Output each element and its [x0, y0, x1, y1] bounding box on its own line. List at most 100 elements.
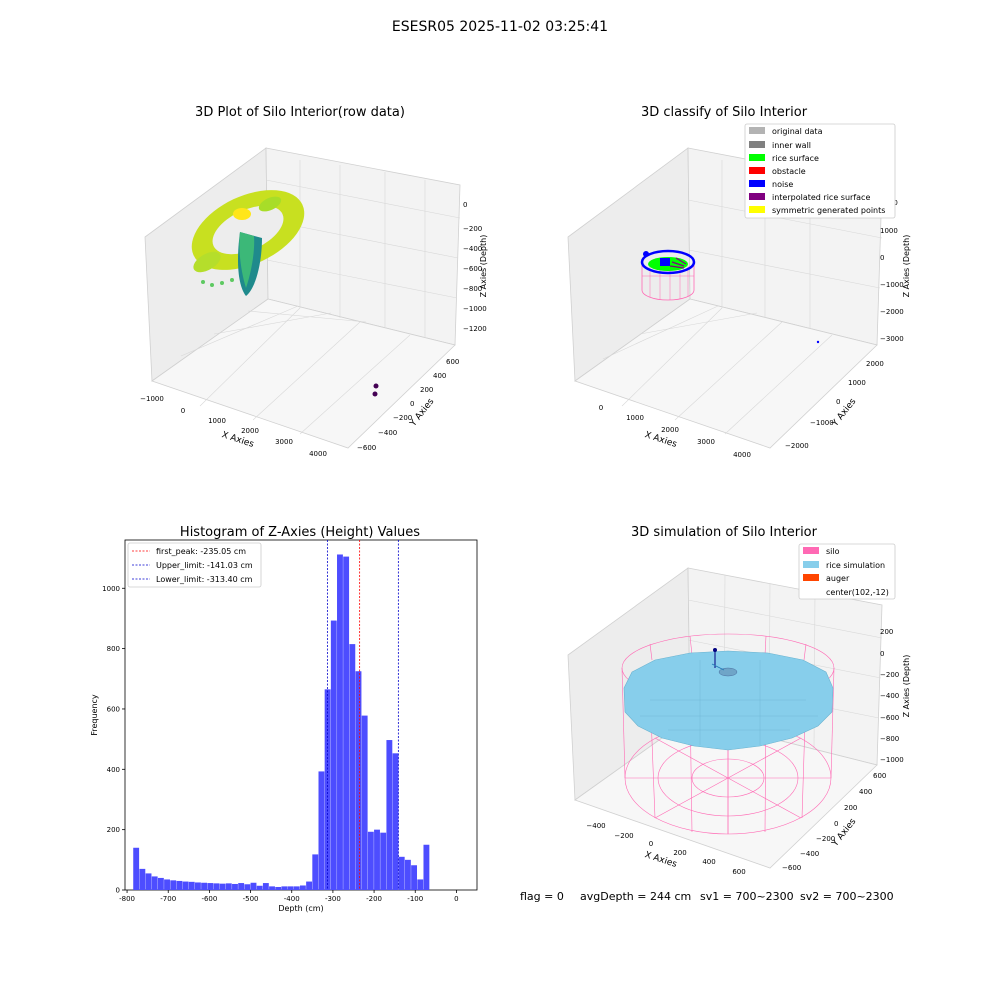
histogram-bar [157, 877, 164, 890]
histogram-x-ticks: -800 -700 -600 -500 -400 -300 -200 -100 0 [119, 890, 459, 903]
legend-label: symmetric generated points [772, 206, 885, 215]
panel-raw-data: 3D Plot of Silo Interior(row data) [140, 105, 488, 458]
histogram-bar [404, 859, 411, 890]
panel-raw-data-title: 3D Plot of Silo Interior(row data) [195, 105, 405, 120]
simulation-x-tick-label: 0 [649, 840, 653, 848]
legend-swatch [803, 561, 819, 568]
histogram-x-tick-label: -600 [201, 895, 217, 903]
histogram-bar [170, 880, 177, 890]
histogram-bar [151, 876, 158, 890]
histogram-bar [312, 854, 319, 890]
raw-y-tick-label: −600 [357, 444, 376, 452]
panel-classify-title: 3D classify of Silo Interior [641, 105, 808, 120]
legend-label: rice simulation [826, 561, 885, 570]
legend-label: silo [826, 547, 840, 556]
histogram-x-tick-label: -700 [160, 895, 176, 903]
simulation-z-axis-label: Z Axies (Depth) [902, 655, 911, 718]
histogram-bar [139, 868, 146, 890]
simulation-legend: silo rice simulation auger center(102,-1… [798, 543, 896, 600]
simulation-z-tick-label: −1000 [880, 756, 904, 764]
classify-y-tick-label: 2000 [866, 360, 884, 368]
histogram-x-tick-label: -400 [284, 895, 300, 903]
legend-label: interpolated rice surface [772, 193, 870, 202]
histogram-x-tick-label: 0 [454, 895, 458, 903]
raw-y-tick-label: 400 [433, 372, 446, 380]
histogram-y-ticks: 0 200 400 600 800 1000 [102, 585, 125, 895]
legend-label: Lower_limit: -313.40 cm [156, 575, 253, 584]
simulation-x-tick-label: −200 [614, 832, 633, 840]
histogram-x-axis-label: Depth (cm) [278, 904, 323, 913]
classify-z-tick-label: 1000 [880, 227, 898, 235]
classify-x-ticks: 0 1000 2000 3000 4000 [599, 404, 751, 459]
status-sv2: sv2 = 700~2300 [800, 890, 894, 903]
histogram-y-tick-label: 0 [116, 887, 120, 895]
panel-classify: 3D classify of Silo Interior [567, 105, 911, 459]
histogram-bar [238, 883, 245, 890]
histogram-bar [256, 885, 263, 890]
status-flag: flag = 0 [520, 890, 564, 903]
histogram-title: Histogram of Z-Axies (Height) Values [180, 525, 420, 540]
raw-z-tick-label: −800 [463, 285, 482, 293]
raw-z-ticks: 0 −200 −400 −600 −800 −1000 −1200 [463, 201, 487, 333]
classify-x-tick-label: 4000 [733, 451, 751, 459]
histogram-bar [244, 884, 251, 890]
raw-outliers [372, 383, 379, 397]
histogram-bar [349, 644, 356, 890]
classify-y-tick-label: 1000 [848, 379, 866, 387]
legend-swatch [749, 193, 765, 200]
raw-z-tick-label: −200 [463, 225, 482, 233]
classify-z-tick-label: −1000 [880, 281, 904, 289]
legend-swatch [749, 154, 765, 161]
histogram-legend: first_peak: -235.05 cm Upper_limit: -141… [127, 542, 262, 588]
status-line: flag = 0 avgDepth = 244 cm sv1 = 700~230… [520, 890, 894, 903]
histogram-bar [145, 873, 152, 890]
histogram-bar [164, 879, 170, 890]
simulation-z-tick-label: 200 [880, 628, 893, 636]
legend-label: center(102,-12) [826, 588, 889, 597]
histogram-y-tick-label: 800 [107, 645, 120, 653]
simulation-z-ticks: 200 0 −200 −400 −600 −800 −1000 [880, 628, 904, 764]
simulation-z-tick-label: −800 [880, 735, 899, 743]
legend-swatch [749, 180, 765, 187]
histogram-bar [306, 881, 313, 890]
histogram-bar [411, 865, 418, 890]
simulation-z-tick-label: 0 [880, 650, 884, 658]
raw-y-tick-label: 200 [420, 386, 433, 394]
histogram-bar [361, 715, 368, 890]
simulation-z-tick-label: −200 [880, 671, 899, 679]
histogram-bar [380, 832, 387, 890]
status-sv1: sv1 = 700~2300 [700, 890, 794, 903]
histogram-bar [293, 886, 300, 890]
histogram-bar [176, 880, 183, 890]
legend-label: noise [772, 180, 793, 189]
simulation-x-ticks: −400 −200 0 200 400 600 [586, 822, 745, 876]
legend-label: obstacle [772, 167, 806, 176]
raw-x-tick-label: 2000 [241, 427, 259, 435]
histogram-vlines [326, 540, 399, 890]
raw-surface-cloud [191, 190, 305, 296]
classify-y-ticks: −2000 −1000 0 1000 2000 [785, 360, 884, 450]
classify-legend: original data inner wall rice surface ob… [744, 123, 896, 219]
histogram-bar [269, 886, 275, 890]
raw-z-tick-label: −1200 [463, 325, 487, 333]
simulation-y-tick-label: 600 [873, 772, 886, 780]
raw-y-tick-label: −400 [378, 429, 397, 437]
legend-swatch [803, 547, 819, 554]
classify-y-axis-label: Y Axies [830, 397, 859, 430]
auger-marker [711, 648, 725, 671]
histogram-y-axis-label: Frequency [90, 694, 99, 736]
classify-x-tick-label: 2000 [661, 426, 679, 434]
histogram-bar [250, 882, 257, 890]
histogram-bar [133, 847, 140, 890]
classify-x-tick-label: 1000 [626, 414, 644, 422]
histogram-bar [299, 885, 306, 890]
histogram-x-tick-label: -800 [119, 895, 135, 903]
simulation-y-tick-label: 400 [859, 788, 872, 796]
histogram-bar [423, 844, 430, 890]
histogram-bar [367, 831, 374, 890]
classify-y-tick-label: 0 [836, 398, 840, 406]
raw-x-tick-label: −1000 [140, 395, 164, 403]
legend-swatch [749, 127, 765, 134]
simulation-y-tick-label: −400 [800, 850, 819, 858]
raw-z-tick-label: −400 [463, 245, 482, 253]
